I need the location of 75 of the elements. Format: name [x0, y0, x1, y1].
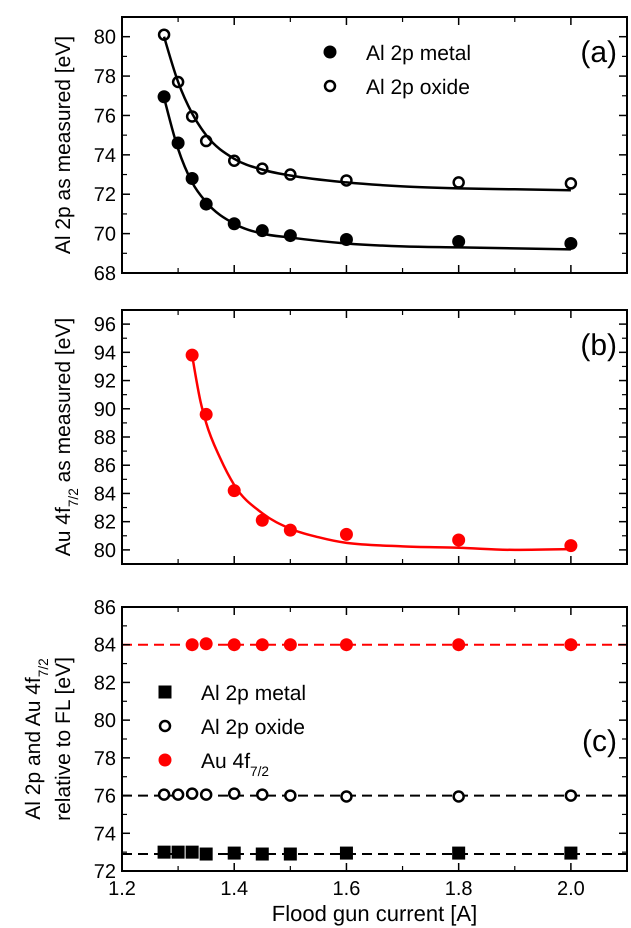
point: [340, 790, 353, 803]
point: [564, 236, 578, 250]
legend-label: Al 2p metal: [366, 42, 472, 65]
point: [452, 534, 466, 547]
point: [284, 638, 297, 652]
y-tick-label: 86: [94, 455, 116, 478]
y-tick-label: 76: [94, 105, 116, 128]
y-tick-label: 72: [94, 184, 116, 206]
point: [452, 846, 466, 860]
x-tick-label: 2.0: [556, 878, 585, 900]
point: [158, 28, 170, 41]
point: [452, 638, 466, 652]
y-tick-label: 78: [94, 748, 116, 770]
annotation: (c): [582, 725, 617, 758]
point: [186, 787, 198, 800]
y-tick-label: 70: [94, 224, 116, 246]
y-tick-label: 74: [94, 823, 116, 846]
point: [452, 234, 466, 248]
y-tick-label: 74: [94, 144, 116, 167]
point: [228, 846, 241, 860]
y-tick-label: 76: [94, 786, 116, 808]
legend-label: Au 4f$_{7/2}$: [201, 750, 270, 778]
point: [200, 788, 212, 801]
point: [256, 788, 269, 801]
point: [172, 788, 184, 801]
point: [172, 846, 185, 859]
x-tick-label: 1.6: [332, 878, 360, 900]
x-tick-label: 1.4: [220, 878, 248, 900]
point: [228, 638, 241, 652]
point: [200, 848, 213, 861]
point: [256, 514, 269, 527]
annotation: (a): [580, 36, 617, 69]
point: [284, 789, 297, 802]
y-tick-label: 80: [94, 710, 116, 732]
annotation: (b): [580, 329, 617, 362]
point: [564, 789, 578, 802]
x-axis-title: Flood gun current [A]: [272, 901, 478, 926]
y-tick-label: 80: [94, 26, 116, 49]
point: [228, 787, 240, 800]
point: [158, 846, 171, 859]
y-tick-label: 82: [94, 512, 116, 534]
y-tick-label: 94: [94, 342, 116, 364]
point: [564, 846, 578, 860]
x-tick-label: 1.8: [444, 878, 473, 900]
point: [340, 528, 353, 541]
y-tick-label: 84: [94, 483, 116, 506]
y-tick-label: 86: [94, 597, 116, 619]
y-tick-label: 96: [94, 314, 116, 336]
y-tick-label: 92: [94, 370, 116, 393]
legend-label: Al 2p oxide: [366, 76, 470, 99]
point: [284, 848, 297, 861]
y-tick-label: 82: [94, 672, 116, 694]
point: [564, 177, 578, 190]
point: [452, 790, 465, 803]
y-tick-label: 90: [94, 398, 116, 421]
y-tick-label: 80: [94, 540, 116, 562]
legend-label: Al 2p oxide: [201, 716, 305, 739]
point: [340, 846, 353, 860]
point: [452, 176, 465, 189]
y-tick-label: 78: [94, 66, 116, 88]
y-tick-label: 68: [94, 263, 116, 285]
point: [340, 638, 353, 652]
x-tick-label: 1.2: [108, 878, 136, 900]
point: [186, 638, 199, 652]
y-tick-label: 84: [94, 634, 116, 657]
point: [564, 539, 578, 552]
point: [256, 638, 269, 652]
point: [256, 848, 269, 861]
y-axis-title: Al 2p as measured [eV]: [52, 36, 75, 254]
legend-label: Al 2p metal: [201, 682, 306, 705]
point: [200, 637, 213, 650]
point: [564, 638, 578, 652]
point: [186, 846, 199, 859]
y-tick-label: 88: [94, 427, 116, 449]
point: [158, 788, 170, 801]
